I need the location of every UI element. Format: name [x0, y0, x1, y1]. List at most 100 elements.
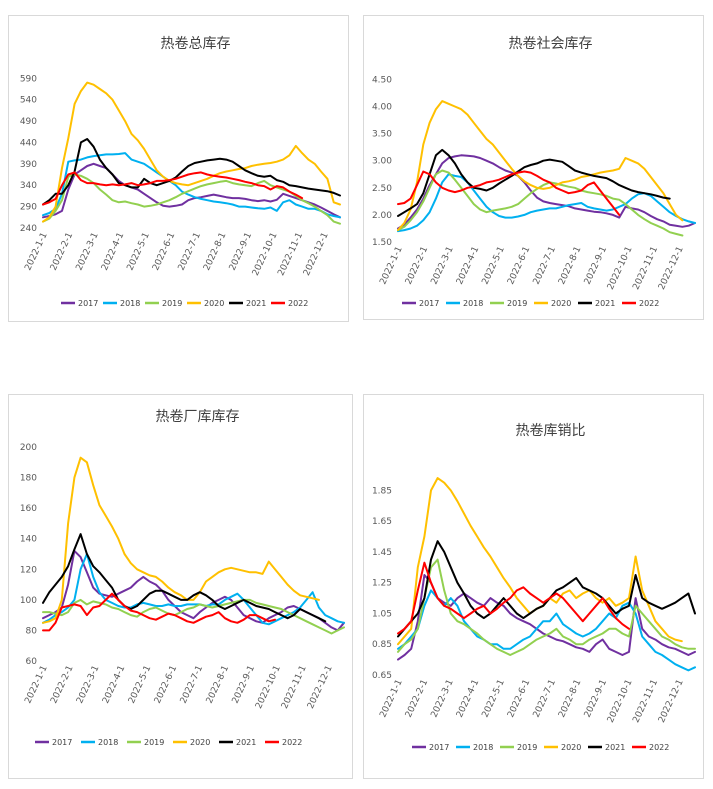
- y-tick-label: 120: [20, 565, 37, 575]
- y-tick-label: 440: [20, 138, 37, 148]
- legend-label-2020: 2020: [561, 743, 581, 752]
- series-line-2017: [397, 154, 696, 230]
- x-tick-label: 2022-5-1: [481, 245, 507, 286]
- series-line-2022: [42, 171, 304, 206]
- y-tick-label: 490: [20, 117, 37, 127]
- y-tick-label: 1.85: [372, 486, 392, 496]
- y-tick-label: 1.50: [372, 238, 392, 248]
- x-tick-label: 2022-5-1: [127, 664, 153, 705]
- legend-label-2017: 2017: [78, 299, 98, 308]
- series-line-2021: [42, 533, 327, 623]
- y-tick-label: 0.85: [372, 640, 392, 650]
- y-tick-label: 1.25: [372, 579, 392, 589]
- x-tick-label: 2022-2-1: [404, 245, 430, 286]
- y-tick-label: 4.50: [372, 75, 392, 85]
- series-line-2019: [397, 169, 684, 237]
- legend-label-2021: 2021: [605, 743, 625, 752]
- y-tick-label: 3.50: [372, 130, 392, 140]
- x-tick-label: 2022-4-1: [455, 678, 481, 719]
- x-tick-label: 2022-7-1: [532, 245, 558, 286]
- y-tick-label: 200: [20, 443, 37, 453]
- legend-label-2018: 2018: [120, 299, 140, 308]
- legend-label-2018: 2018: [473, 743, 493, 752]
- x-tick-label: 2022-11-1: [631, 245, 660, 291]
- y-tick-label: 100: [20, 596, 37, 606]
- x-tick-label: 2022-12-1: [657, 245, 686, 291]
- legend-label-2017: 2017: [419, 299, 439, 308]
- x-tick-label: 2022-8-1: [557, 678, 583, 719]
- y-tick-label: 80: [26, 626, 38, 636]
- series-line-2021: [397, 148, 671, 217]
- y-tick-label: 590: [20, 74, 37, 84]
- x-tick-label: 2022-8-1: [205, 664, 231, 705]
- x-tick-label: 2022-12-1: [657, 678, 686, 724]
- legend-label-2021: 2021: [595, 299, 615, 308]
- chart-title: 热卷厂库库存: [156, 409, 240, 425]
- legend-label-2019: 2019: [517, 743, 537, 752]
- x-tick-label: 2022-12-1: [302, 231, 331, 277]
- y-tick-label: 540: [20, 96, 37, 106]
- legend-label-2022: 2022: [282, 738, 302, 747]
- y-tick-label: 140: [20, 535, 37, 545]
- series-line-2020: [42, 456, 320, 624]
- x-tick-label: 2022-6-1: [506, 245, 532, 286]
- x-tick-label: 2022-9-1: [583, 678, 609, 719]
- legend-label-2017: 2017: [52, 738, 72, 747]
- x-tick-label: 2022-7-1: [177, 231, 203, 272]
- series-line-2019: [397, 558, 696, 656]
- x-tick-label: 2022-6-1: [506, 678, 532, 719]
- chart-panel-total-inventory: 热卷总库存 240 290 340 390 440 490 540 590 2022-1-1 202…: [8, 15, 349, 322]
- legend-label-2021: 2021: [246, 299, 266, 308]
- y-tick-label: 4.00: [372, 103, 392, 113]
- x-tick-label: 2022-2-1: [49, 231, 75, 272]
- x-tick-label: 2022-10-1: [251, 231, 280, 277]
- x-tick-label: 2022-6-1: [151, 231, 177, 272]
- x-tick-label: 2022-7-1: [532, 678, 558, 719]
- legend-label-2020: 2020: [551, 299, 571, 308]
- x-tick-label: 2022-5-1: [481, 678, 507, 719]
- y-tick-label: 290: [20, 203, 37, 213]
- x-tick-label: 2022-3-1: [429, 678, 455, 719]
- series-line-2017: [42, 162, 341, 219]
- x-tick-label: 2022-2-1: [49, 664, 75, 705]
- series-line-2018: [42, 553, 345, 626]
- series-line-2021: [42, 138, 341, 206]
- x-tick-label: 2022-11-1: [631, 678, 660, 724]
- legend-label-2019: 2019: [162, 299, 182, 308]
- legend-label-2021: 2021: [236, 738, 256, 747]
- x-tick-label: 2022-11-1: [280, 664, 309, 710]
- chart-panel-factory-inventory: 热卷厂库库存 60 80 100 120 140 160 180 200 2022-1-1 2022…: [8, 394, 353, 779]
- x-tick-label: 2022-3-1: [75, 664, 101, 705]
- x-tick-label: 2022-2-1: [404, 678, 430, 719]
- x-tick-label: 2022-3-1: [429, 245, 455, 286]
- legend-label-2018: 2018: [98, 738, 118, 747]
- legend-label-2022: 2022: [639, 299, 659, 308]
- series-line-2022: [42, 592, 276, 632]
- y-tick-label: 1.65: [372, 517, 392, 527]
- series-line-2022: [397, 561, 630, 635]
- x-tick-label: 2022-9-1: [228, 231, 254, 272]
- x-tick-label: 2022-5-1: [126, 231, 152, 272]
- chart-title: 热卷总库存: [161, 36, 231, 52]
- legend-label-2019: 2019: [507, 299, 527, 308]
- series-line-2017: [42, 549, 345, 632]
- x-tick-label: 2022-9-1: [231, 664, 257, 705]
- y-tick-label: 60: [26, 657, 38, 667]
- x-tick-label: 2022-4-1: [101, 664, 127, 705]
- x-tick-label: 2022-3-1: [74, 231, 100, 272]
- y-tick-label: 3.00: [372, 157, 392, 167]
- y-tick-label: 340: [20, 181, 37, 191]
- x-tick-label: 2022-1-1: [23, 231, 49, 272]
- chart-panel-social-inventory: 热卷社会库存 1.50 2.00 2.50 3.00 3.50 4.00 4.50 2022-1…: [363, 15, 704, 320]
- x-tick-label: 2022-4-1: [100, 231, 126, 272]
- x-tick-label: 2022-9-1: [583, 245, 609, 286]
- y-tick-label: 390: [20, 160, 37, 170]
- y-tick-label: 1.05: [372, 609, 392, 619]
- series-line-2020: [42, 81, 341, 223]
- legend-label-2019: 2019: [144, 738, 164, 747]
- chart-panel-inventory-sales-ratio: 热卷库销比 0.65 0.85 1.05 1.25 1.45 1.65 1.85 2022-1-…: [363, 394, 704, 779]
- x-tick-label: 2022-11-1: [276, 231, 305, 277]
- x-tick-label: 2022-10-1: [606, 245, 635, 291]
